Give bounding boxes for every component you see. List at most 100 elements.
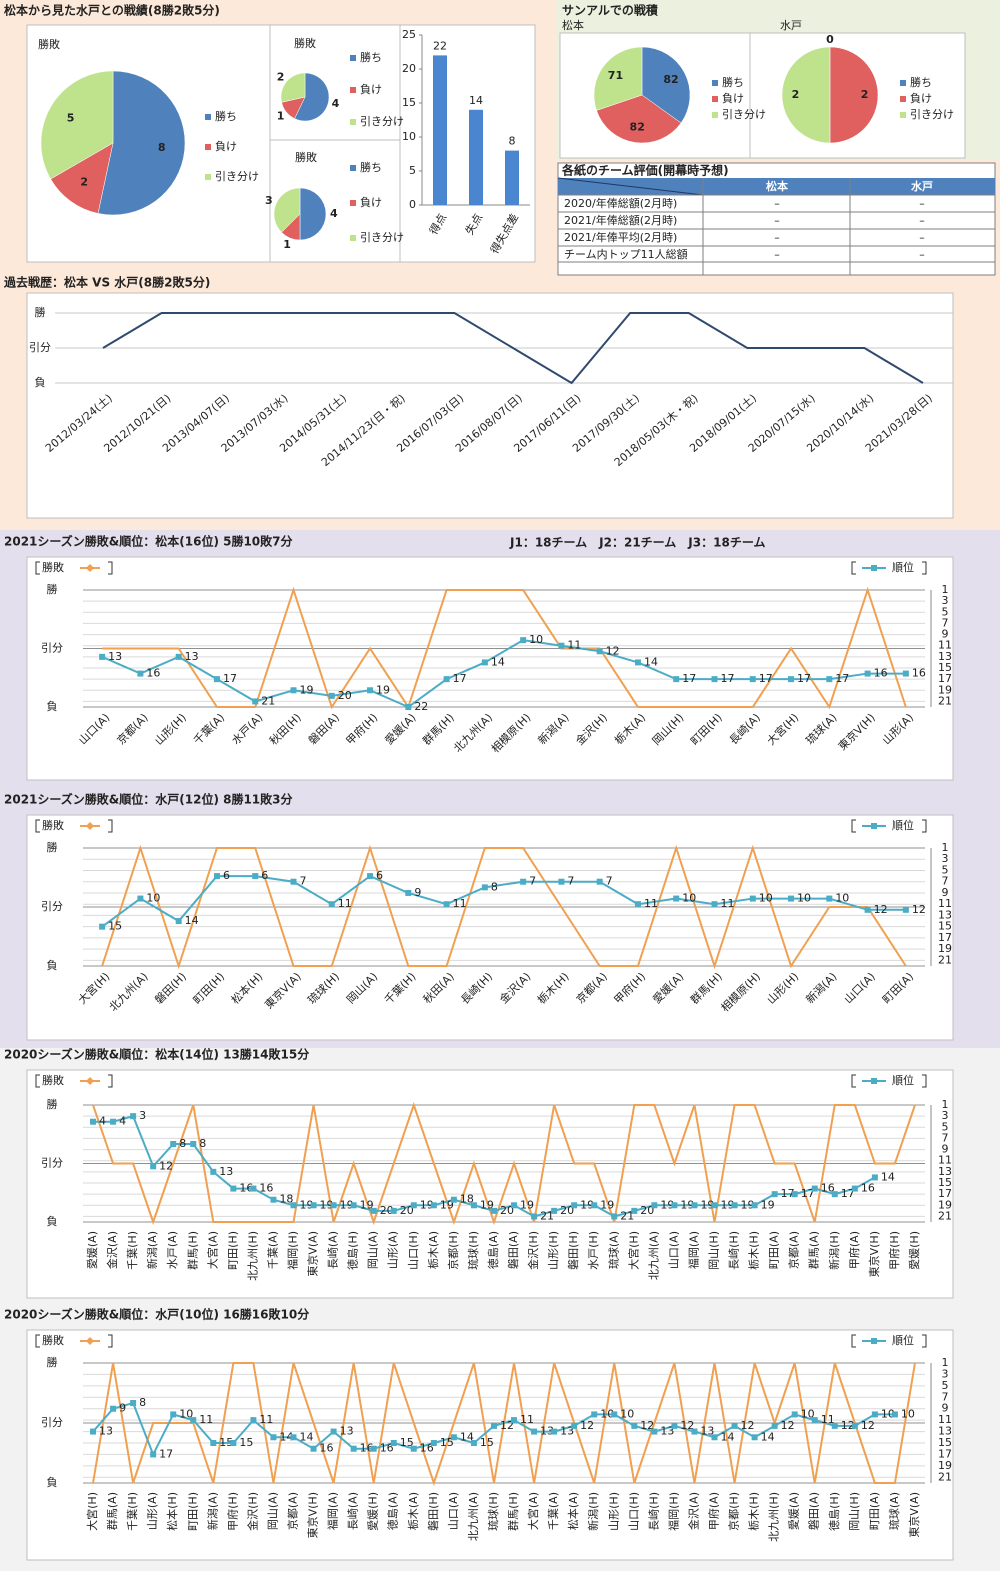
marker bbox=[864, 906, 871, 913]
x-tick-label: 町田(H) bbox=[186, 1492, 199, 1531]
y2-tick-label: 15 bbox=[938, 1436, 952, 1449]
data-label: 13 bbox=[660, 1425, 674, 1438]
data-label: 11 bbox=[338, 897, 352, 910]
y2-tick-label: 19 bbox=[938, 942, 952, 955]
data-label: 14 bbox=[469, 94, 483, 107]
marker bbox=[350, 1202, 357, 1209]
data-label: 14 bbox=[460, 1430, 474, 1443]
data-label: 17 bbox=[159, 1447, 173, 1460]
legend-swatch bbox=[350, 200, 356, 206]
data-label: 1 bbox=[277, 109, 285, 122]
data-label: 21 bbox=[261, 694, 275, 707]
y2-tick-label: 19 bbox=[938, 1459, 952, 1472]
x-tick-label: 徳島(A) bbox=[486, 1231, 500, 1269]
legend-label: 勝ち bbox=[910, 75, 932, 89]
x-tick-label: 岡山(H) bbox=[848, 1492, 861, 1531]
x-tick-label: 長崎(A) bbox=[326, 1231, 340, 1269]
data-label: 17 bbox=[682, 672, 696, 685]
data-label: 15 bbox=[440, 1436, 454, 1449]
x-tick-label: 長崎(A) bbox=[346, 1492, 360, 1530]
data-label: 71 bbox=[608, 69, 623, 82]
y2-tick-label: 5 bbox=[942, 1120, 949, 1133]
legend-bracket bbox=[35, 561, 40, 575]
marker bbox=[250, 1185, 257, 1192]
y2-tick-label: 3 bbox=[942, 1109, 949, 1122]
data-label: 4 bbox=[119, 1115, 126, 1128]
marker bbox=[731, 1202, 738, 1209]
marker bbox=[711, 676, 718, 683]
legend-bracket bbox=[108, 819, 113, 833]
marker bbox=[137, 895, 144, 902]
marker bbox=[490, 1422, 497, 1429]
y-tick-label: 引分 bbox=[41, 1156, 63, 1170]
data-label: 22 bbox=[414, 700, 428, 713]
row-label: 2021/年俸平均(2月時) bbox=[564, 230, 677, 244]
legend-label: 勝ち bbox=[360, 50, 382, 64]
marker bbox=[631, 1422, 638, 1429]
x-tick-label: 新潟(A) bbox=[145, 1231, 159, 1269]
data-label: 14 bbox=[761, 1430, 775, 1443]
legend-label: 引き分け bbox=[722, 107, 766, 121]
data-label: 20 bbox=[380, 1204, 394, 1217]
legend-marker bbox=[86, 822, 94, 830]
heading: 松本から見た水戸との戦績(8勝2敗5分) bbox=[4, 3, 220, 18]
x-tick-label: 愛媛(H) bbox=[366, 1492, 380, 1531]
data-label: 21 bbox=[540, 1209, 554, 1222]
column-header: 水戸 bbox=[911, 179, 933, 193]
data-label: 19 bbox=[680, 1198, 694, 1211]
data-label: 19 bbox=[660, 1198, 674, 1211]
x-tick-label: 甲府(H) bbox=[887, 1231, 901, 1270]
y2-tick-label: 21 bbox=[938, 1470, 952, 1483]
data-label: 10 bbox=[179, 1407, 193, 1420]
marker bbox=[571, 1202, 578, 1209]
legend-label: 引き分け bbox=[910, 107, 954, 121]
x-tick-label: 水戸(A) bbox=[166, 1231, 179, 1269]
marker bbox=[558, 878, 565, 885]
data-label: 11 bbox=[453, 897, 467, 910]
marker bbox=[864, 670, 871, 677]
y-tick-label: 勝 bbox=[47, 840, 58, 854]
marker bbox=[481, 884, 488, 891]
cell: – bbox=[919, 197, 925, 210]
y2-tick-label: 19 bbox=[938, 1198, 952, 1211]
data-label: 20 bbox=[560, 1204, 574, 1217]
x-tick-label: 山口(H) bbox=[407, 1231, 420, 1270]
legend-swatch bbox=[900, 112, 906, 118]
y-tick-label: 20 bbox=[402, 62, 416, 75]
marker bbox=[410, 1202, 417, 1209]
data-label: 10 bbox=[146, 892, 160, 905]
marker bbox=[470, 1440, 477, 1446]
data-label: 82 bbox=[663, 73, 678, 86]
y-tick-label: 勝 bbox=[47, 1355, 58, 1369]
data-label: 10 bbox=[620, 1407, 634, 1420]
y-tick-label: 勝 bbox=[47, 1097, 58, 1111]
marker bbox=[290, 878, 297, 885]
x-tick-label: 京都(H) bbox=[727, 1492, 741, 1531]
y-tick-label: 0 bbox=[409, 198, 416, 211]
y2-tick-label: 3 bbox=[942, 852, 949, 865]
marker bbox=[851, 1422, 858, 1429]
pie-title: 水戸 bbox=[780, 19, 802, 32]
row-label: 2020/年俸総額(2月時) bbox=[564, 196, 677, 210]
y2-tick-label: 21 bbox=[938, 694, 952, 707]
data-label: 14 bbox=[721, 1430, 735, 1443]
marker bbox=[481, 659, 488, 666]
x-tick-label: 山形(H) bbox=[607, 1492, 620, 1531]
pie-slice bbox=[273, 187, 301, 233]
data-label: 4 bbox=[330, 207, 338, 220]
pie-title: 松本 bbox=[562, 18, 584, 32]
legend-bracket bbox=[35, 819, 40, 833]
x-tick-label: 群馬(H) bbox=[506, 1492, 520, 1531]
x-tick-label: 琉球(H) bbox=[486, 1492, 500, 1531]
data-label: 11 bbox=[821, 1413, 835, 1426]
y-tick-label: 負 bbox=[47, 700, 58, 713]
y-tick-label: 負 bbox=[47, 1476, 58, 1489]
data-label: 10 bbox=[529, 633, 543, 646]
x-tick-label: 徳島(H) bbox=[827, 1492, 841, 1531]
data-label: 19 bbox=[480, 1198, 494, 1211]
data-label: 12 bbox=[861, 1419, 875, 1432]
data-label: 17 bbox=[721, 672, 735, 685]
data-label: 14 bbox=[491, 655, 505, 668]
x-tick-label: 大宮(A) bbox=[205, 1231, 219, 1269]
y2-tick-label: 15 bbox=[938, 920, 952, 933]
